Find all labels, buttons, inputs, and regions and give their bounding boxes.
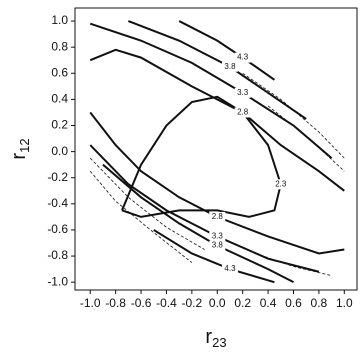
contour-label-bg [272, 179, 289, 190]
contour-line-dashed [255, 253, 332, 277]
y-axis-title: r12 [8, 138, 32, 159]
y-tick-label: -1.0 [47, 274, 68, 288]
plot-frame [74, 7, 358, 291]
contour-line [178, 20, 276, 81]
x-tick-label: 1.0 [336, 296, 353, 310]
contour-line [89, 111, 345, 255]
contour-line-dashed [89, 157, 205, 250]
contour-label: 3.8 [224, 62, 236, 71]
contour-line-dashed [267, 105, 345, 172]
contour-label-bg [234, 107, 251, 118]
x-tick-label: 0.6 [285, 296, 302, 310]
contour-label: 2.8 [212, 212, 224, 221]
contour-label: 2.8 [237, 108, 249, 117]
contour-label-bg [209, 211, 226, 222]
contour-label-bg [234, 87, 251, 98]
y-tick-label: 0.8 [51, 39, 68, 53]
contour-label: 4.3 [237, 53, 249, 62]
contour-line [102, 163, 294, 284]
x-tick-label: -0.6 [131, 296, 152, 310]
contour-line [121, 95, 282, 218]
y-tick-label: 0.4 [51, 92, 68, 106]
y-tick-label: 0.2 [51, 118, 68, 132]
contour-label-bg [221, 264, 238, 275]
y-tick-label: -0.8 [47, 248, 68, 262]
x-axis-title-base: r [205, 326, 212, 348]
x-tick-label: -0.2 [182, 296, 203, 310]
y-tick-label: 1.0 [51, 13, 68, 27]
contour-line [153, 229, 275, 284]
x-axis-title-sub: 23 [212, 335, 226, 350]
x-tick-label: -1.0 [80, 296, 101, 310]
contour-label: 3.3 [212, 232, 224, 241]
contour-label-bg [234, 52, 251, 63]
contour-line-dashed [242, 72, 345, 159]
y-axis-title-base: r [8, 153, 30, 160]
y-axis-title-sub: 12 [17, 138, 32, 152]
contour-label-bg [209, 240, 226, 251]
x-tick-label: 0.4 [260, 296, 277, 310]
contour-line-dashed [89, 170, 193, 263]
contour-label: 3.3 [237, 88, 249, 97]
x-tick-label: 0.2 [234, 296, 251, 310]
contour-line [127, 20, 307, 120]
y-tick-label: -0.6 [47, 222, 68, 236]
y-tick-label: -0.2 [47, 170, 68, 184]
contour-label-bg [209, 231, 226, 242]
y-tick-label: -0.4 [47, 196, 68, 210]
x-tick-label: 0.0 [209, 296, 226, 310]
y-tick-label: 0.0 [51, 144, 68, 158]
x-tick-label: -0.4 [156, 296, 177, 310]
y-tick-label: 0.6 [51, 65, 68, 79]
contour-label: 2.3 [275, 179, 287, 188]
contour-label: 4.3 [224, 264, 236, 273]
contour-line [89, 48, 345, 192]
contour-label: 3.8 [212, 241, 224, 250]
contour-line [89, 22, 333, 159]
contour-label-bg [221, 61, 238, 72]
x-axis-title: r23 [205, 326, 226, 350]
x-tick-label: 0.8 [311, 296, 328, 310]
x-tick-label: -0.8 [105, 296, 126, 310]
